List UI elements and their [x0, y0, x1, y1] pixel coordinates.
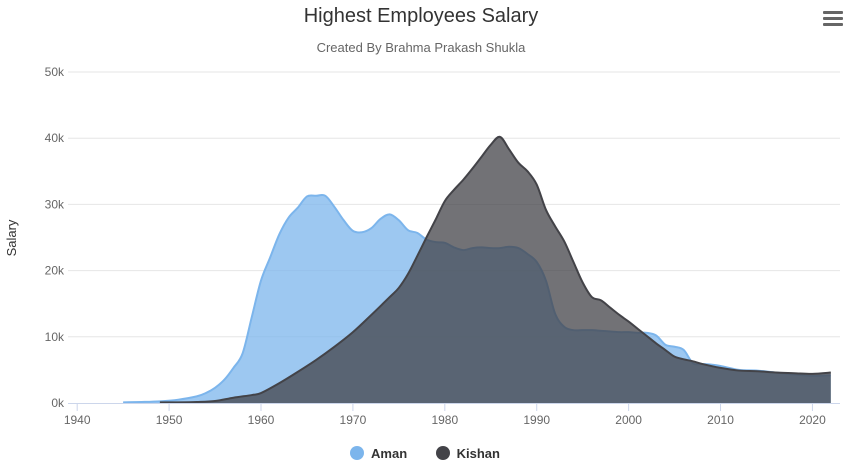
legend-item-kishan[interactable]: Kishan [435, 444, 500, 464]
legend-label-kishan: Kishan [456, 446, 500, 461]
menu-icon-bar [823, 23, 843, 26]
menu-icon-bar [823, 11, 843, 14]
y-tick-label: 30k [45, 197, 65, 211]
x-tick-label: 1990 [523, 413, 550, 427]
y-tick-label: 0k [51, 396, 65, 410]
x-axis: 1940 1950 1960 1970 1980 1990 2000 2010 2020 [64, 403, 840, 427]
menu-icon-bar [823, 17, 843, 20]
x-tick-label: 1970 [340, 413, 367, 427]
x-tick-label: 1960 [248, 413, 275, 427]
context-menu-button[interactable] [820, 8, 846, 30]
chart-subtitle: Created By Brahma Prakash Shukla [317, 40, 527, 55]
y-axis-title: Salary [4, 219, 19, 256]
x-tick-label: 2020 [799, 413, 826, 427]
y-tick-label: 50k [45, 65, 65, 79]
x-tick-label: 2000 [615, 413, 642, 427]
y-tick-label: 20k [45, 264, 65, 278]
area-kishan [159, 136, 831, 403]
x-tick-label: 2010 [707, 413, 734, 427]
y-tick-label: 40k [45, 131, 65, 145]
line-kishan [159, 135, 831, 404]
chart-title: Highest Employees Salary [304, 5, 539, 27]
x-tick-label: 1940 [64, 413, 91, 427]
x-tick-label: 1980 [431, 413, 458, 427]
legend-label-aman: Aman [371, 446, 408, 461]
legend-swatch-aman [350, 446, 365, 460]
legend-item-aman[interactable]: Aman [350, 444, 407, 464]
y-tick-label: 10k [45, 330, 65, 344]
legend-swatch-kishan [435, 446, 450, 460]
legend: Aman Kishan [0, 444, 850, 466]
x-tick-label: 1950 [156, 413, 183, 427]
series-areas [123, 135, 831, 404]
